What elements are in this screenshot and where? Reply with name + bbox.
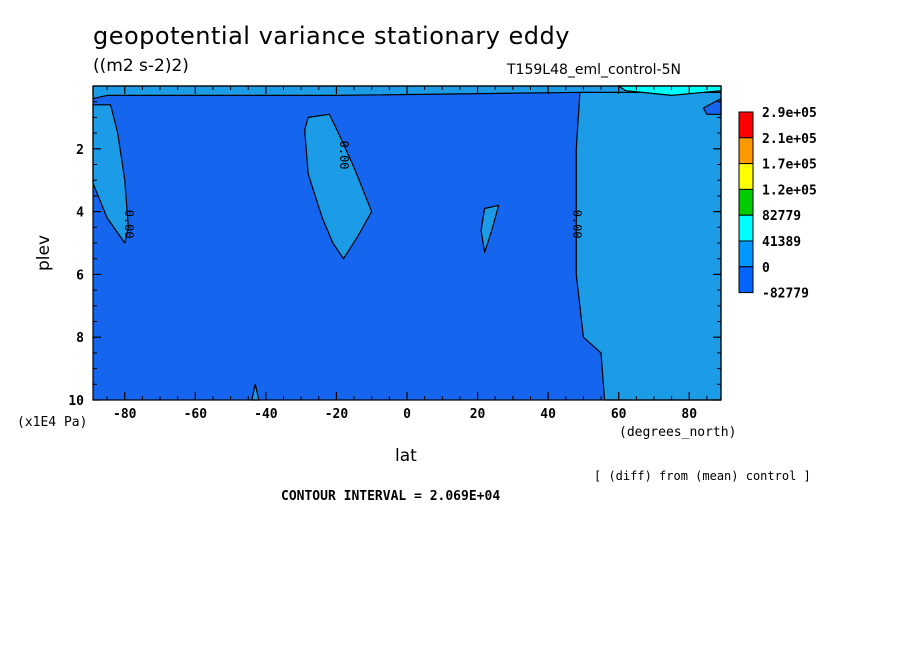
legend-label-2: 1.7e+05 — [762, 158, 817, 173]
legend-label-5: 41389 — [762, 235, 801, 250]
contour-interval-label: CONTOUR INTERVAL = 2.069E+04 — [281, 489, 501, 504]
legend-label-0: 2.9e+05 — [762, 106, 817, 121]
region-1 — [92, 104, 129, 244]
legend-label-4: 82779 — [762, 209, 801, 224]
contour-label-0: 0.00 — [122, 210, 136, 239]
legend-label-3: 1.2e+05 — [762, 183, 817, 198]
legend-label-6: 0 — [762, 261, 770, 276]
units-label: ((m2 s-2)2) — [93, 56, 189, 76]
contour-labels-layer: 0.00 0.00 0.00 — [122, 141, 584, 239]
x-tick-label-2: -40 — [254, 407, 278, 422]
x-tick-label-6: 40 — [540, 407, 556, 422]
legend-swatch-0 — [738, 111, 754, 139]
x-tick-label-5: 20 — [470, 407, 486, 422]
legend-swatch-4 — [738, 214, 754, 242]
x-tick-label-8: 80 — [681, 407, 697, 422]
x-axis-units: (degrees_north) — [619, 425, 737, 440]
chart-title: geopotential variance stationary eddy — [93, 22, 570, 50]
contour-label-1: 0.00 — [337, 141, 351, 170]
y-tick-label-4: 10 — [68, 394, 84, 409]
legend-label-7: -82779 — [762, 287, 809, 302]
legend-swatch-5 — [738, 240, 754, 268]
y-tick-label-1: 4 — [76, 206, 84, 221]
x-axis-label: lat — [395, 446, 417, 466]
run-label: T159L48_eml_control-5N — [507, 62, 681, 78]
y-tick-label-3: 8 — [76, 331, 84, 346]
plot-ticks-layer: -80 -60 -40 -20 0 20 40 60 80 2 4 6 8 10 — [68, 86, 721, 422]
contour-label-2: 0.00 — [570, 210, 584, 239]
region-3 — [480, 204, 500, 253]
legend-swatch-2 — [738, 163, 754, 190]
colorbar-legend: 2.9e+05 2.1e+05 1.7e+05 1.2e+05 82779 41389 0 -… — [738, 106, 817, 302]
y-axis-units: (x1E4 Pa) — [17, 415, 88, 430]
diff-note: [ (diff) from (mean) control ] — [594, 469, 811, 483]
legend-label-1: 2.1e+05 — [762, 132, 817, 147]
x-tick-label-0: -80 — [113, 407, 137, 422]
region-2 — [304, 113, 373, 260]
y-tick-label-0: 2 — [76, 143, 84, 158]
x-tick-label-7: 60 — [611, 407, 627, 422]
y-tick-label-2: 6 — [76, 268, 84, 283]
legend-swatch-1 — [738, 137, 754, 165]
legend-swatch-3 — [738, 188, 754, 216]
x-tick-label-3: -20 — [325, 407, 349, 422]
legend-swatch-6 — [738, 266, 754, 294]
x-tick-label-4: 0 — [403, 407, 411, 422]
x-tick-label-1: -60 — [184, 407, 208, 422]
